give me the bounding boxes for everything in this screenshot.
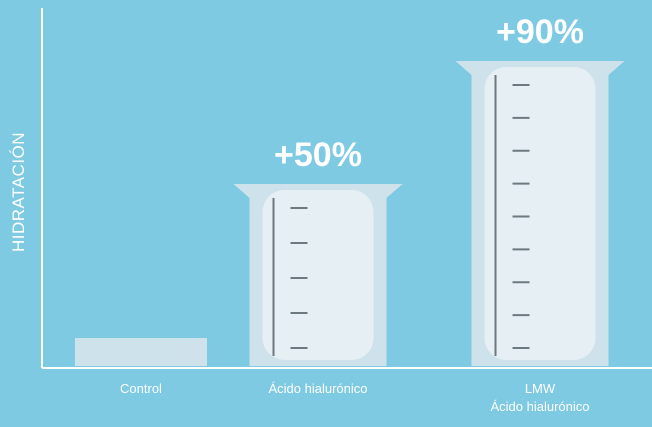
x-tick-label-2-line-0: LMW — [525, 381, 556, 396]
data-label-2: +90% — [496, 13, 584, 51]
y-axis-label: HIDRATACIÓN — [9, 132, 28, 252]
data-label-1: +50% — [274, 136, 362, 174]
bar-0 — [75, 338, 207, 366]
x-tick-label-0: Control — [120, 381, 162, 396]
x-tick-label-2-line-1: Ácido hialurónico — [490, 399, 589, 414]
beaker-glass-1 — [262, 190, 374, 360]
beaker-glass-2 — [484, 67, 596, 360]
x-tick-label-1: Ácido hialurónico — [268, 381, 367, 396]
